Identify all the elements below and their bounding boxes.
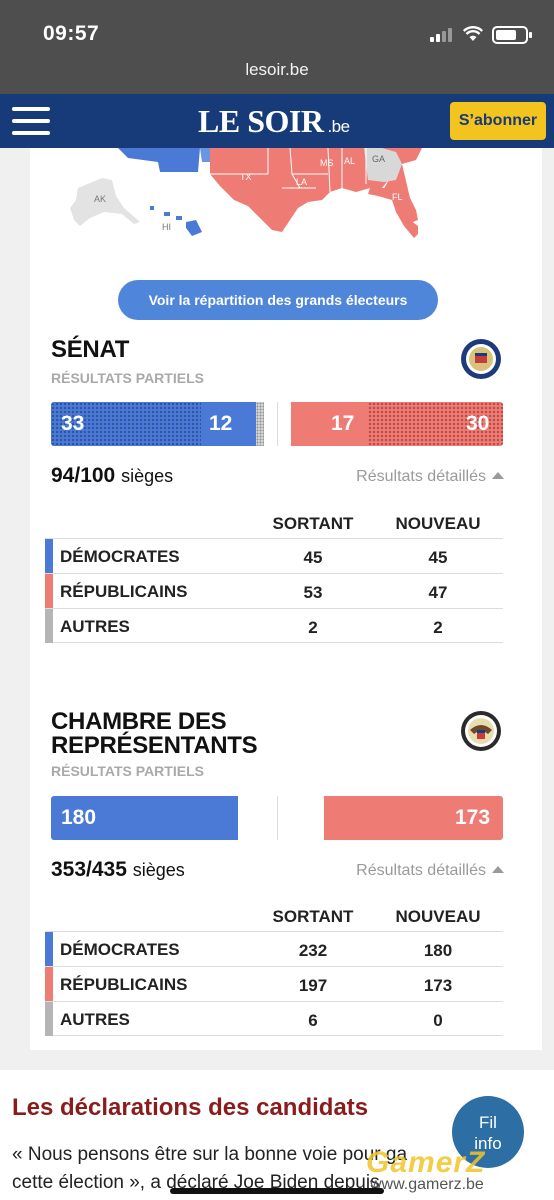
senate-subtitle: RÉSULTATS PARTIELS xyxy=(51,370,204,386)
senate-results-table: SORTANT NOUVEAU DÉMOCRATES 45 45 RÉPUBLI… xyxy=(45,514,503,643)
table-row: DÉMOCRATES 232 180 xyxy=(45,931,503,966)
table-row: DÉMOCRATES 45 45 xyxy=(45,538,503,573)
status-time: 09:57 xyxy=(43,22,100,45)
column-header-new: NOUVEAU xyxy=(395,907,481,926)
senate-rep-new-seats: 17 xyxy=(291,402,368,446)
new-value: 47 xyxy=(428,583,448,602)
house-seat-bar: 180 173 xyxy=(51,796,503,840)
news-heading: Les déclarations des candidats xyxy=(12,1094,369,1121)
table-row: AUTRES 6 0 xyxy=(45,1001,503,1036)
outgoing-value: 2 xyxy=(308,618,318,637)
svg-text:HI: HI xyxy=(162,222,171,232)
outgoing-value: 232 xyxy=(298,941,328,960)
menu-icon[interactable] xyxy=(12,107,50,135)
table-row: AUTRES 2 2 xyxy=(45,608,503,643)
senate-rep-holdover-seats: 30 xyxy=(368,402,503,446)
electors-distribution-button[interactable]: Voir la répartition des grands électeurs xyxy=(118,280,438,320)
svg-text:LA: LA xyxy=(296,177,307,187)
quote-line: « Nous pensons être sur la bonne voie po… xyxy=(12,1144,408,1165)
party-name: DÉMOCRATES xyxy=(60,940,180,959)
svg-text:FL: FL xyxy=(392,192,403,202)
house-seats-count: 353/435 sièges xyxy=(51,858,185,881)
outgoing-value: 45 xyxy=(303,548,323,567)
senate-dem-holdover-seats: 33 xyxy=(51,402,201,446)
house-dem-seats: 180 xyxy=(51,796,238,840)
table-row: RÉPUBLICAINS 53 47 xyxy=(45,573,503,608)
svg-text:AL: AL xyxy=(344,156,355,166)
house-subtitle: RÉSULTATS PARTIELS xyxy=(51,763,204,779)
party-name: RÉPUBLICAINS xyxy=(60,582,188,601)
new-value: 0 xyxy=(433,1011,443,1030)
subscribe-button[interactable]: S’abonner xyxy=(450,102,546,140)
party-color-stripe xyxy=(45,574,53,608)
caret-up-icon xyxy=(492,472,504,479)
party-color-stripe xyxy=(45,932,53,966)
party-color-stripe xyxy=(45,609,53,643)
house-title: CHAMBRE DES REPRÉSENTANTS xyxy=(51,708,258,759)
svg-text:MS: MS xyxy=(320,158,334,168)
address-bar[interactable]: lesoir.be xyxy=(245,60,309,79)
svg-text:TX: TX xyxy=(240,172,252,182)
svg-text:GA: GA xyxy=(372,154,385,164)
results-card: TX LA MS AL GA FL AK HI Voir la répartit… xyxy=(30,148,542,1050)
party-color-stripe xyxy=(45,967,53,1001)
svg-text:AK: AK xyxy=(94,194,106,204)
party-color-stripe xyxy=(45,1002,53,1036)
senate-seal-icon xyxy=(461,339,501,379)
us-electoral-map[interactable]: TX LA MS AL GA FL AK HI xyxy=(30,148,542,268)
senate-title: SÉNAT xyxy=(51,336,130,363)
home-indicator[interactable] xyxy=(170,1188,384,1194)
senate-details-toggle[interactable]: Résultats détaillés xyxy=(356,468,504,486)
table-row: RÉPUBLICAINS 197 173 xyxy=(45,966,503,1001)
house-rep-seats: 173 xyxy=(324,796,503,840)
senate-dem-new-seats: 12 xyxy=(201,402,256,446)
house-details-toggle[interactable]: Résultats détaillés xyxy=(356,862,504,880)
outgoing-value: 6 xyxy=(308,1011,318,1030)
column-header-outgoing: SORTANT xyxy=(272,514,354,533)
column-header-new: NOUVEAU xyxy=(395,514,481,533)
new-value: 173 xyxy=(423,976,453,995)
party-name: AUTRES xyxy=(60,617,130,636)
senate-undecided-seat xyxy=(264,402,278,446)
party-name: RÉPUBLICAINS xyxy=(60,975,188,994)
party-name: AUTRES xyxy=(60,1010,130,1029)
senate-seat-bar: 33 12 17 30 xyxy=(51,402,503,446)
wifi-icon xyxy=(463,26,483,41)
outgoing-value: 197 xyxy=(298,976,328,995)
watermark-url: www.gamerz.be xyxy=(370,1176,484,1193)
gamerz-watermark: GamerZ xyxy=(366,1146,486,1179)
new-value: 2 xyxy=(433,618,443,637)
fil-info-button[interactable]: Fil info xyxy=(452,1096,524,1168)
site-header: LE SOIR .be S’abonner xyxy=(0,94,554,148)
house-undecided-seats xyxy=(238,796,278,840)
house-seal-icon xyxy=(461,711,501,751)
senate-undecided-seat xyxy=(278,402,291,446)
site-logo[interactable]: LE SOIR .be xyxy=(198,103,350,139)
new-value: 180 xyxy=(423,941,453,960)
house-results-table: SORTANT NOUVEAU DÉMOCRATES 232 180 RÉPUB… xyxy=(45,907,503,1036)
status-bar: 09:57 lesoir.be xyxy=(0,0,554,94)
party-color-stripe xyxy=(45,539,53,573)
column-header-outgoing: SORTANT xyxy=(272,907,354,926)
senate-other-holdover-seats xyxy=(256,402,264,446)
caret-up-icon xyxy=(492,866,504,873)
senate-seats-count: 94/100 sièges xyxy=(51,464,174,487)
new-value: 45 xyxy=(428,548,448,567)
cellular-signal-icon xyxy=(430,28,454,42)
quote-line: cette élection », a déclaré Joe Biden de… xyxy=(12,1172,380,1193)
house-undecided-seats xyxy=(278,796,324,840)
party-name: DÉMOCRATES xyxy=(60,547,180,566)
outgoing-value: 53 xyxy=(303,583,323,602)
battery-icon xyxy=(492,26,532,44)
